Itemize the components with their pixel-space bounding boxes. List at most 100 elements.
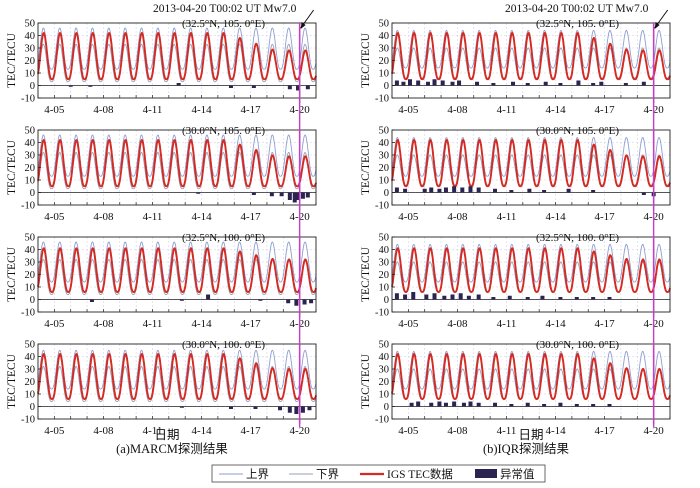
- xtick-label: 4-20: [644, 425, 665, 437]
- anomaly-bar: [458, 293, 463, 300]
- ytick-label: 20: [25, 56, 36, 67]
- legend-anomaly-label: 异常值: [500, 468, 535, 481]
- xtick-label: 4-11: [143, 425, 163, 437]
- anomaly-bar: [574, 404, 579, 407]
- ytick-label: 30: [379, 151, 390, 162]
- anomaly-bar: [416, 80, 421, 86]
- panel-title: (30.0°N, 105. 0°E): [536, 125, 619, 137]
- ytick-label: 50: [379, 233, 390, 244]
- anomaly-bar: [574, 297, 579, 300]
- anomaly-bar: [457, 80, 462, 86]
- xtick-label: 4-17: [241, 318, 262, 330]
- anomaly-bar: [206, 294, 211, 300]
- xtick-label: 4-08: [93, 104, 114, 116]
- anomaly-bar: [641, 81, 646, 86]
- ytick-label: 40: [379, 352, 390, 363]
- yaxis-label: TEC/TECU: [360, 353, 372, 409]
- ytick-label: -10: [375, 94, 389, 105]
- anomaly-bar: [468, 401, 473, 407]
- anomaly-bar: [507, 295, 512, 300]
- anomaly-bar: [286, 299, 291, 304]
- xtick-label: 4-08: [93, 425, 114, 437]
- ytick-label: 30: [379, 365, 390, 376]
- anomaly-bar: [591, 297, 596, 300]
- xtick-label: 4-17: [595, 425, 616, 437]
- anomaly-bar: [476, 187, 481, 193]
- anomaly-bar: [300, 406, 305, 413]
- series-tec-line: [391, 247, 671, 293]
- ytick-label: 0: [30, 81, 35, 92]
- xtick-label: 4-11: [497, 104, 517, 116]
- anomaly-bar: [607, 297, 612, 300]
- anomaly-bar: [294, 406, 299, 414]
- anomaly-bar: [292, 192, 297, 203]
- xtick-label: 4-11: [497, 425, 517, 437]
- anomaly-bar: [558, 297, 563, 300]
- ytick-label: 20: [25, 163, 36, 174]
- event-annotation-right: 2013-04-20 T00:02 UT Mw7.0: [505, 3, 649, 15]
- anomaly-bar: [591, 83, 596, 86]
- xtick-label: 4-14: [545, 104, 566, 116]
- xtick-label: 4-17: [595, 104, 616, 116]
- panel-title: (32.5°N, 100. 0°E): [182, 232, 265, 244]
- anomaly-bar: [416, 401, 421, 407]
- anomaly-bar: [493, 402, 498, 407]
- xtick-label: 4-14: [545, 211, 566, 223]
- xtick-label: 4-08: [447, 104, 468, 116]
- anomaly-bar: [287, 192, 292, 200]
- series-tec-line: [37, 139, 317, 188]
- anomaly-bar: [228, 406, 233, 409]
- anomaly-bar: [591, 190, 596, 193]
- xtick-label: 4-14: [191, 104, 212, 116]
- anomaly-bar: [437, 188, 442, 193]
- anomaly-bar: [425, 81, 430, 86]
- ytick-label: 30: [379, 44, 390, 55]
- ytick-label: 10: [379, 69, 390, 80]
- anomaly-bar: [437, 401, 442, 407]
- event-label-left: 2013-04-20 T00:02 UT Mw7.0: [153, 3, 297, 15]
- anomaly-bar: [558, 83, 563, 86]
- legend-tec-label: IGS TEC数据: [387, 467, 453, 481]
- xtick-label: 4-14: [545, 318, 566, 330]
- panel-title: (32.5°N, 105. 0°E): [536, 18, 619, 30]
- ytick-label: 30: [25, 151, 36, 162]
- xlabel-left: 日期: [154, 428, 179, 442]
- anomaly-bar: [432, 293, 437, 300]
- ytick-label: -10: [21, 308, 35, 319]
- anomaly-bar: [542, 404, 547, 407]
- legend: 上界 下界 IGS TEC数据 异常值: [211, 464, 546, 483]
- ytick-label: 20: [379, 56, 390, 67]
- yaxis-label: TEC/TECU: [360, 139, 372, 195]
- ytick-label: 30: [25, 365, 36, 376]
- caption-right: (b)IQR探测结果: [483, 442, 570, 456]
- anomaly-bar: [509, 404, 514, 407]
- anomaly-bar: [576, 80, 581, 86]
- yaxis-label: TEC/TECU: [360, 246, 372, 302]
- anomaly-bar: [558, 402, 563, 407]
- anomaly-bar: [466, 295, 471, 300]
- xtick-label: 4-05: [44, 425, 65, 437]
- ytick-label: 0: [384, 295, 389, 306]
- ytick-label: 40: [25, 352, 36, 363]
- anomaly-bar: [461, 402, 466, 407]
- anomaly-bar: [258, 299, 263, 301]
- ytick-label: 50: [25, 233, 36, 244]
- xtick-label: 4-08: [93, 318, 114, 330]
- ytick-label: 50: [25, 340, 36, 351]
- ytick-label: 40: [25, 245, 36, 256]
- anomaly-bar: [401, 81, 406, 86]
- anomaly-bar: [309, 299, 314, 304]
- xtick-label: 4-05: [44, 318, 65, 330]
- panel-title: (32.5°N, 105. 0°E): [182, 18, 265, 30]
- ytick-label: 40: [25, 31, 36, 42]
- xtick-label: 4-11: [143, 104, 163, 116]
- series-tec-line: [37, 353, 317, 400]
- xtick-label: 4-14: [191, 318, 212, 330]
- anomaly-bar: [422, 188, 427, 193]
